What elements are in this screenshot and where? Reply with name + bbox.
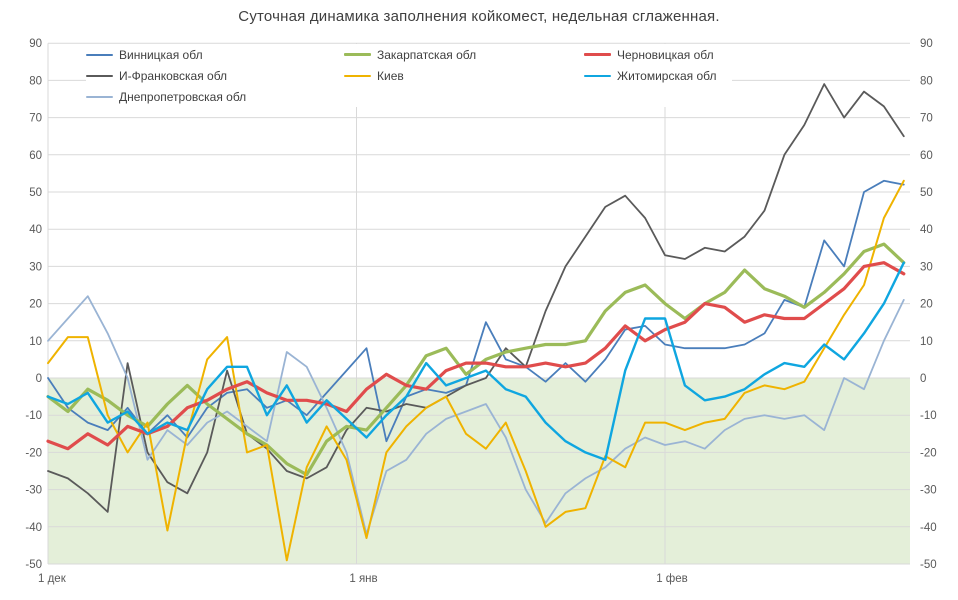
y-axis-label-right: -30: [920, 485, 937, 497]
y-axis-label-left: 70: [29, 113, 42, 125]
legend-label: Житомирская обл: [617, 68, 717, 83]
legend: Винницкая обл Закарпатская обл Черновицкая…: [86, 44, 732, 107]
y-axis-label-right: 50: [920, 187, 933, 199]
legend-label: Киев: [377, 68, 404, 83]
shaded-band: [48, 378, 910, 564]
y-axis-label-right: 20: [920, 299, 933, 311]
legend-label: Закарпатская обл: [377, 47, 477, 62]
series-line: [47, 179, 905, 443]
y-axis-label-right: 60: [920, 150, 933, 162]
y-axis-label-right: -20: [920, 447, 937, 459]
legend-item: Закарпатская обл: [344, 48, 584, 62]
legend-line-swatch: [584, 53, 611, 56]
y-axis-label-left: 30: [29, 261, 42, 273]
legend-label: Винницкая обл: [119, 47, 203, 62]
legend-item: Винницкая обл: [86, 48, 344, 62]
y-axis-label-left: 60: [29, 150, 42, 162]
legend-label: Днепропетровская обл: [119, 89, 247, 104]
series-line: [46, 242, 906, 477]
y-axis-label-left: 10: [29, 336, 42, 348]
y-axis-label-left: -20: [25, 447, 42, 459]
y-axis-label-right: -50: [920, 559, 937, 571]
legend-line-swatch: [344, 74, 371, 77]
x-axis-label: 1 янв: [349, 573, 377, 585]
y-axis-label-left: -40: [25, 522, 42, 534]
x-axis-label: 1 фев: [656, 573, 688, 585]
legend-label: Черновицкая обл: [617, 47, 714, 62]
series-line: [46, 261, 905, 461]
legend-item: Киев: [344, 69, 584, 83]
y-axis-label-left: 90: [29, 38, 42, 50]
x-axis-label: 1 дек: [38, 573, 67, 585]
series-line: [47, 295, 905, 536]
y-axis-label-left: 0: [36, 373, 42, 385]
legend-line-swatch: [344, 53, 371, 56]
y-axis-label-right: -40: [920, 522, 937, 534]
y-axis-label-right: 40: [920, 224, 933, 236]
y-axis-label-left: 20: [29, 299, 42, 311]
y-axis-label-right: 10: [920, 336, 933, 348]
series-line: [47, 83, 905, 513]
y-axis-label-left: -30: [25, 485, 42, 497]
chart-title: Суточная динамика заполнения койкомест, …: [238, 8, 720, 25]
legend-line-swatch: [86, 74, 113, 77]
legend-line-swatch: [584, 74, 611, 77]
y-axis-label-left: -50: [25, 559, 42, 571]
y-axis-label-left: 80: [29, 75, 42, 87]
y-axis-label-right: 80: [920, 75, 933, 87]
legend-label: И-Франковская обл: [119, 68, 228, 83]
y-axis-label-right: 70: [920, 113, 933, 125]
y-axis-label-right: 0: [920, 373, 926, 385]
series-line: [46, 261, 906, 451]
y-axis-label-left: 40: [29, 224, 42, 236]
legend-item: Днепропетровская обл: [86, 90, 344, 104]
legend-line-swatch: [86, 53, 113, 56]
y-axis-label-right: 90: [920, 38, 933, 50]
y-axis-label-right: -10: [920, 410, 937, 422]
legend-item: Черновицкая обл: [584, 48, 732, 62]
legend-item: И-Франковская обл: [86, 69, 344, 83]
legend-item: Житомирская обл: [584, 69, 732, 83]
y-axis-label-left: 50: [29, 187, 42, 199]
y-axis-label-right: 30: [920, 261, 933, 273]
legend-line-swatch: [86, 95, 113, 98]
y-axis-label-left: -10: [25, 410, 42, 422]
